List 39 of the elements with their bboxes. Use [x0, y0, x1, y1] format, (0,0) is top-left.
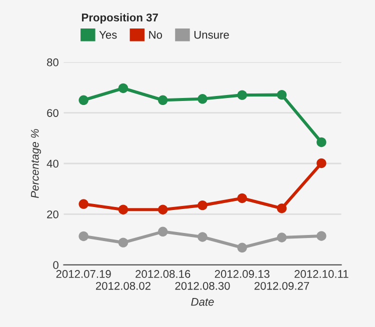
legend-title: Proposition 37	[82, 13, 158, 24]
x-tick-label: 2012.08.16	[136, 270, 190, 278]
point	[316, 231, 326, 241]
point	[237, 242, 248, 252]
y-tick-label: 80	[47, 58, 58, 66]
x-axis-title: Date	[191, 298, 214, 306]
y-tick-label: 40	[46, 160, 58, 168]
point	[198, 94, 208, 104]
x-tick-label: 2012.08.02	[96, 282, 150, 290]
legend-label: Yes	[99, 30, 117, 39]
legend-label: Unsure	[194, 30, 229, 39]
point	[198, 232, 208, 242]
x-tick-label: 2012.07.19	[56, 270, 111, 278]
point	[78, 231, 88, 242]
y-tick-label: 0	[53, 261, 58, 270]
point	[237, 90, 248, 100]
y-axis-title: Percentage %	[30, 129, 41, 198]
x-tick-label: 2012.09.27	[254, 282, 310, 290]
point	[158, 226, 168, 237]
point	[276, 90, 287, 100]
point	[237, 193, 248, 204]
point	[78, 95, 88, 106]
point	[316, 137, 326, 148]
point	[276, 232, 287, 242]
y-tick-label: 20	[47, 210, 58, 218]
point	[118, 83, 128, 94]
point	[158, 204, 168, 214]
point	[316, 158, 326, 168]
point	[78, 199, 88, 209]
point	[118, 204, 128, 214]
point	[198, 200, 208, 210]
x-tick-label: 2012.08.30	[175, 282, 230, 290]
x-tick-label: 2012.09.13	[214, 270, 270, 278]
x-tick-label: 2012.10.11	[294, 270, 348, 278]
point	[276, 203, 287, 214]
y-tick-label: 60	[47, 109, 58, 117]
point	[158, 95, 168, 106]
legend-label: No	[149, 30, 162, 39]
point	[118, 238, 128, 248]
